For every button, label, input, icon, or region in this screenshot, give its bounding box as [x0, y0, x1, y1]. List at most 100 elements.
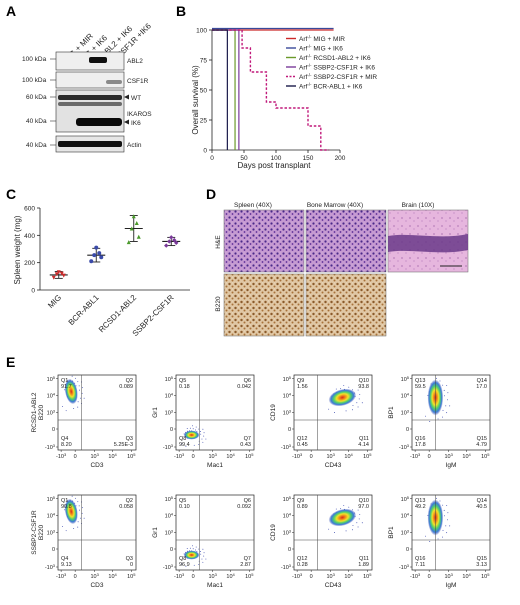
- quadrant-value: 91.7: [61, 384, 72, 390]
- tick-label: 104: [108, 572, 117, 580]
- quadrant-value: 0.28: [297, 562, 308, 568]
- flow-event: [446, 532, 448, 534]
- quadrant-value: 49.2: [415, 504, 426, 510]
- flow-event: [194, 549, 196, 551]
- data-point: [92, 253, 97, 258]
- quadrant-value: 97.0: [358, 504, 369, 510]
- flow-event: [447, 519, 448, 521]
- flow-event: [185, 566, 187, 567]
- quadrant-name: Q8: [179, 556, 186, 562]
- flow-plot-frame: [411, 374, 491, 451]
- y-tick-label: 100: [196, 28, 207, 35]
- flow-x-label: CD43: [325, 582, 342, 589]
- flow-event: [352, 525, 354, 526]
- tick-label: -103: [163, 563, 174, 571]
- tick-label: 105: [481, 452, 490, 460]
- tick-label: 0: [52, 547, 55, 553]
- tick-label: 103: [47, 409, 56, 417]
- flow-event: [357, 389, 359, 391]
- quadrant-name: Q6: [244, 498, 251, 504]
- quadrant-value: 0.43: [240, 442, 251, 448]
- data-point: [126, 240, 131, 245]
- quadrant-value: 40.5: [476, 504, 487, 510]
- flow-event: [205, 558, 207, 560]
- flow-event: [345, 530, 347, 532]
- tick-label: 105: [245, 572, 254, 580]
- flow-row-label: B220: [38, 405, 45, 421]
- panel-a: A MIG + MIR MIG + IK6 R-ABL2 + IK6 S-CSF…: [6, 3, 153, 153]
- tick-label: 0: [192, 454, 195, 460]
- quadrant-name: Q1: [61, 498, 68, 504]
- quadrant-value: 0.092: [237, 504, 251, 510]
- quadrant-name: Q3: [126, 556, 133, 562]
- arrow-icon: [124, 119, 129, 125]
- tick-label: 0: [74, 574, 77, 580]
- flow-population: [183, 430, 200, 440]
- panel-e: E RCSD1-ABL2 B220Q191.7Q20.089Q35.25E-3Q4…: [6, 354, 491, 589]
- quadrant-name: Q5: [179, 378, 186, 384]
- data-point: [167, 239, 172, 244]
- flow-event: [64, 509, 65, 511]
- legend-entry: Arf-/- MIG + IK6: [299, 44, 343, 53]
- flow-event: [425, 535, 427, 537]
- flow-event: [80, 517, 82, 519]
- flow-event: [449, 405, 451, 407]
- flow-event: [77, 401, 79, 403]
- blot-kda-labels: 100 kDa 100 kDa 60 kDa 40 kDa 40 kDa: [22, 56, 56, 149]
- micrograph-spleen-he: [223, 209, 305, 273]
- flow-event: [77, 381, 79, 383]
- x-tick-label: 0: [210, 155, 214, 162]
- flow-event: [351, 409, 353, 411]
- tick-label: -103: [163, 443, 174, 451]
- flow-event: [71, 495, 73, 497]
- flow-event: [361, 522, 363, 524]
- d-row-label: H&E: [215, 235, 222, 249]
- flow-population: [64, 498, 78, 525]
- x-tick-label: 100: [271, 155, 282, 162]
- quadrant-name: Q12: [297, 556, 307, 562]
- flow-event: [335, 388, 337, 390]
- tick-label: 103: [326, 452, 335, 460]
- tick-label: 105: [127, 572, 136, 580]
- flow-event: [446, 505, 448, 506]
- panel-c: C Spleen weight (mg) 0 200 400 600 MIG BCR-AB…: [6, 186, 190, 338]
- kda-label: 100 kDa: [22, 56, 47, 63]
- blot-band: [58, 102, 122, 106]
- flow-event: [447, 512, 449, 514]
- blot-band: [58, 141, 122, 147]
- flow-event: [340, 508, 342, 510]
- y-tick-label: 0: [31, 288, 35, 295]
- flow-event: [195, 426, 197, 428]
- tick-label: 0: [170, 427, 173, 433]
- flow-event: [435, 497, 437, 499]
- panel-a-letter: A: [6, 3, 16, 19]
- d-row-label: B220: [215, 296, 222, 312]
- tick-label: 105: [401, 495, 410, 503]
- flow-event: [192, 425, 194, 427]
- flow-plot-frame: [411, 494, 491, 571]
- protein-label-actin: Actin: [127, 142, 142, 149]
- flow-event: [429, 541, 431, 542]
- tick-label: 0: [428, 574, 431, 580]
- flow-event: [200, 553, 202, 555]
- tick-label: 103: [401, 529, 410, 537]
- y-tick-label: 75: [200, 58, 208, 65]
- tick-label: 104: [47, 391, 56, 399]
- panel-b: B Overall survival (%) Days post transpl…: [176, 3, 377, 170]
- data-point: [54, 272, 59, 277]
- flow-event: [449, 525, 451, 527]
- flow-event: [73, 408, 75, 410]
- tick-label: 103: [444, 452, 453, 460]
- tick-label: 104: [344, 452, 353, 460]
- flow-event: [81, 512, 83, 514]
- flow-event: [435, 377, 437, 379]
- flow-y-label: CD19: [270, 404, 277, 421]
- quadrant-value: 5.25E-3: [114, 442, 133, 448]
- legend-entry: Arf-/- MIG + MIR: [299, 35, 345, 44]
- flow-event: [202, 428, 204, 430]
- kda-label: 40 kDa: [26, 118, 47, 125]
- panel-d: D Spleen (40X) Bone Marrow (40X) Brain (…: [206, 186, 469, 337]
- quadrant-value: 0: [130, 562, 133, 568]
